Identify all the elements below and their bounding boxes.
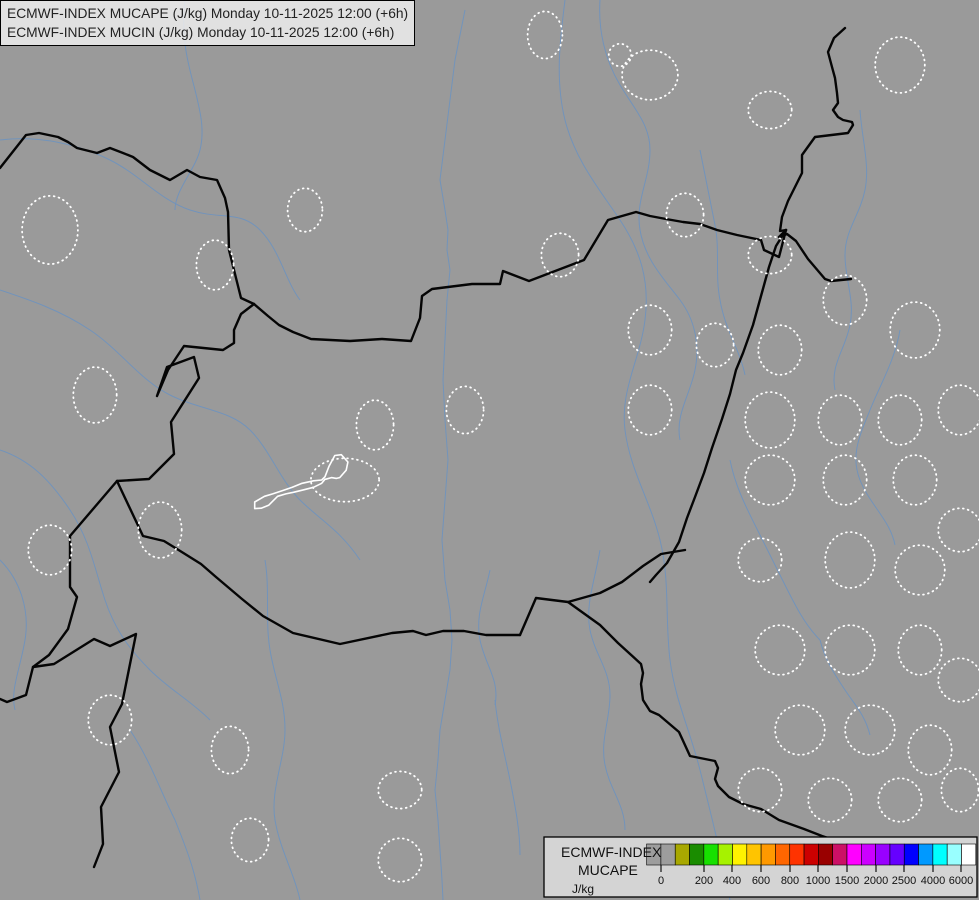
- svg-text:ECMWF-INDEX: ECMWF-INDEX: [561, 844, 662, 860]
- svg-text:6000: 6000: [949, 875, 973, 887]
- svg-text:J/kg: J/kg: [572, 882, 594, 896]
- svg-text:600: 600: [752, 875, 770, 887]
- svg-text:400: 400: [723, 875, 741, 887]
- svg-text:2000: 2000: [864, 875, 888, 887]
- svg-text:200: 200: [695, 875, 713, 887]
- svg-text:MUCAPE: MUCAPE: [578, 862, 638, 878]
- svg-text:0: 0: [658, 875, 664, 887]
- svg-text:2500: 2500: [892, 875, 916, 887]
- svg-text:4000: 4000: [921, 875, 945, 887]
- svg-text:1000: 1000: [806, 875, 830, 887]
- svg-text:800: 800: [781, 875, 799, 887]
- svg-text:1500: 1500: [835, 875, 859, 887]
